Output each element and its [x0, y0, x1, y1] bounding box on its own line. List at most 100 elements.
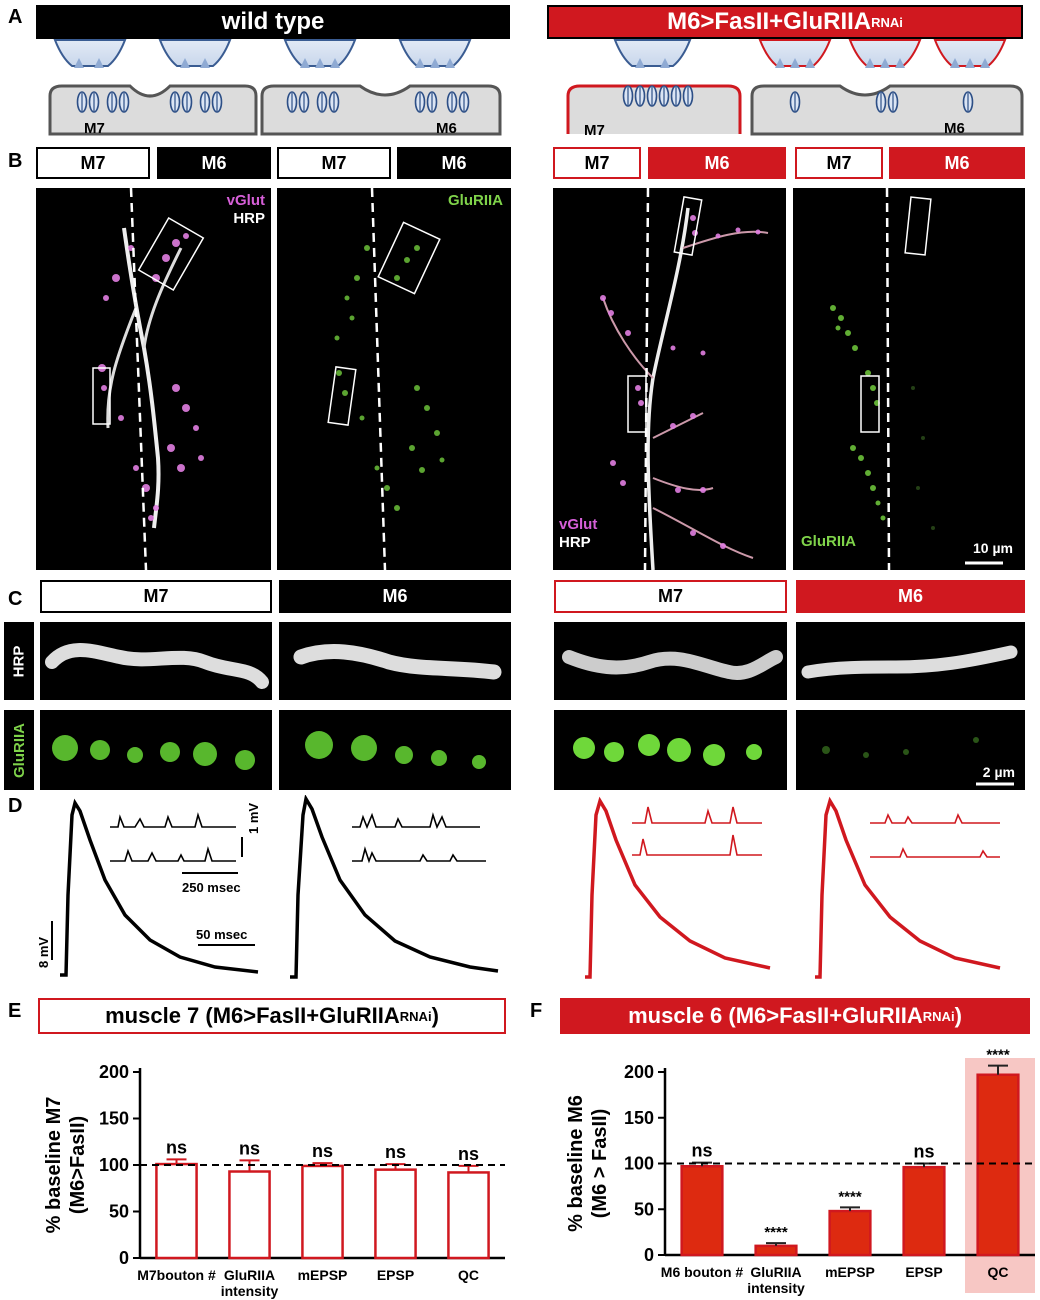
stain-label-gluriia: GluRIIA [448, 192, 503, 209]
micrograph-wt-gluriia: GluRIIA [277, 188, 511, 570]
scale-8mv: 8 mV [36, 936, 51, 968]
stain-label-hrp: HRP [233, 210, 265, 227]
schematic-label-wt-m7: M7 [84, 120, 105, 137]
crop-wt-m7-hrp [40, 622, 272, 700]
header-b-mut-m7-1: M7 [553, 147, 641, 179]
mutant-banner: M6>FasII+GluRIIA RNAi [547, 5, 1023, 39]
scale-1mv: 1 mV [246, 802, 261, 834]
panel-label-c: C [8, 588, 23, 610]
y-axis-label: % baseline M7 (M6>FasII) [43, 1097, 89, 1234]
bar [301, 1164, 344, 1260]
scale-bar-2um: 2 µm [982, 764, 1015, 780]
significance-label: ns [458, 1144, 479, 1164]
bar [374, 1168, 417, 1260]
y-tick-label: 150 [624, 1108, 654, 1128]
schematic-label-wt-m6: M6 [436, 120, 457, 137]
crop-wt-m6-hrp [279, 622, 511, 700]
crop-mut-m6-hrp [796, 622, 1025, 700]
significance-label: **** [986, 1047, 1010, 1064]
significance-label: **** [764, 1224, 788, 1241]
category-label: EPSP [905, 1264, 942, 1280]
significance-label: ns [312, 1141, 333, 1161]
wt-schematic [48, 39, 502, 136]
stain-label-vglut: vGlut [226, 192, 265, 209]
panel-label-f: F [530, 1000, 543, 1022]
bar [155, 1162, 198, 1260]
y-tick-label: 150 [99, 1109, 129, 1129]
y-tick-label: 0 [119, 1248, 129, 1268]
stain-label-vglut-mut: vGlut [559, 516, 598, 533]
panel-label-e: E [8, 1000, 22, 1022]
y-tick-label: 200 [624, 1062, 654, 1082]
stain-label-hrp-mut: HRP [559, 534, 591, 551]
y-tick-label: 0 [644, 1245, 654, 1265]
category-label: M6 bouton # [661, 1264, 744, 1280]
y-tick-label: 50 [109, 1202, 129, 1222]
electrophysiology-traces [51, 795, 1001, 979]
bar [902, 1165, 946, 1257]
chart-e: 0 50 100 150 200 % baseline M7 (M6>FasII) ns M7b… [43, 1062, 505, 1299]
bar [447, 1171, 490, 1260]
bar [680, 1164, 724, 1257]
significance-label: ns [385, 1142, 406, 1162]
bar [754, 1244, 798, 1257]
bar [228, 1170, 271, 1260]
crop-mut-m6-gluriia: 2 µm [796, 710, 1025, 790]
category-label: GluRIIA intensity [747, 1264, 805, 1296]
header-b-mut-m7-2: M7 [795, 147, 883, 179]
mutant-schematic [566, 39, 1024, 136]
scale-250msec: 250 msec [182, 880, 241, 895]
header-b-wt-m6-1: M6 [157, 147, 271, 179]
header-b-wt-m6-2: M6 [397, 147, 511, 179]
category-label: mEPSP [825, 1264, 875, 1280]
significance-label: ns [239, 1138, 260, 1158]
significance-label: ns [691, 1141, 712, 1161]
significance-label: **** [838, 1188, 862, 1205]
category-label: QC [458, 1267, 479, 1283]
bar [828, 1209, 872, 1257]
row-label-hrp: HRP [4, 622, 34, 700]
micrograph-wt-vglut-hrp: vGlut HRP [36, 188, 271, 570]
crop-wt-m6-gluriia [279, 710, 511, 790]
wild-type-banner: wild type [36, 5, 510, 39]
significance-label: ns [913, 1142, 934, 1162]
header-b-mut-m6-1: M6 [648, 147, 786, 179]
header-c-mut-m6: M6 [796, 580, 1025, 613]
y-tick-label: 100 [624, 1154, 654, 1174]
schematic-label-mut-m7: M7 [584, 122, 605, 139]
chart-f: 0 50 100 150 200 % baseline M6 (M6 > FasII) ns M… [565, 1047, 1035, 1296]
scale-bar-10um: 10 µm [973, 540, 1013, 556]
header-c-wt-m6: M6 [279, 580, 511, 613]
scale-50msec: 50 msec [196, 927, 248, 942]
panel-label-a: A [8, 6, 23, 28]
header-b-mut-m6-2: M6 [889, 147, 1025, 179]
significance-label: ns [166, 1137, 187, 1157]
y-tick-label: 50 [634, 1199, 654, 1219]
crop-wt-m7-gluriia [40, 710, 272, 790]
category-label: M7bouton # [137, 1267, 216, 1283]
category-label: EPSP [377, 1267, 414, 1283]
bar [976, 1073, 1020, 1257]
micrograph-mut-gluriia: GluRIIA 10 µm [793, 188, 1025, 570]
category-label: QC [988, 1264, 1009, 1280]
chart-f-title: muscle 6 (M6>FasII+GluRIIA RNAi) [560, 998, 1030, 1034]
crop-mut-m7-hrp [554, 622, 787, 700]
y-tick-label: 100 [99, 1155, 129, 1175]
category-label: GluRIIA intensity [221, 1267, 279, 1299]
micrograph-mut-vglut-hrp: vGlut HRP [553, 188, 786, 570]
chart-e-title: muscle 7 (M6>FasII+GluRIIA RNAi) [38, 998, 506, 1034]
row-label-gluriia: GluRIIA [4, 710, 34, 790]
header-b-wt-m7-1: M7 [36, 147, 150, 179]
synapse-schematic [48, 39, 1024, 136]
y-tick-label: 200 [99, 1062, 129, 1082]
stain-label-gluriia-mut: GluRIIA [801, 533, 856, 550]
header-b-wt-m7-2: M7 [277, 147, 391, 179]
crop-mut-m7-gluriia [554, 710, 787, 790]
schematic-label-mut-m6: M6 [944, 120, 965, 137]
panel-label-d: D [8, 795, 23, 817]
y-axis-label: % baseline M6 (M6 > FasII) [565, 1095, 611, 1232]
panel-label-b: B [8, 150, 23, 172]
header-c-wt-m7: M7 [40, 580, 272, 613]
header-c-mut-m7: M7 [554, 580, 787, 613]
category-label: mEPSP [298, 1267, 348, 1283]
